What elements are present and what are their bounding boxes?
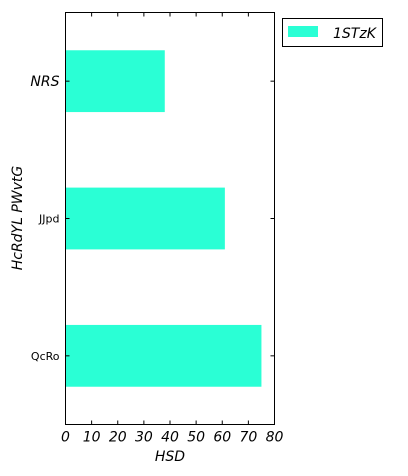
x-tick-label: 60	[213, 430, 231, 446]
x-tick-label: 0	[61, 430, 70, 446]
y-tick-label: NRS	[30, 74, 59, 90]
x-axis-ticks: 0 10 20 30 40 50 60 70 80	[61, 12, 284, 446]
x-axis-title: HSD	[155, 449, 185, 465]
bar-nrs	[65, 50, 165, 113]
x-tick-label: 80	[266, 430, 284, 446]
x-tick-label: 20	[109, 430, 127, 446]
bar-jjpd	[65, 187, 225, 250]
y-tick-label: QcRo	[31, 350, 60, 363]
y-axis-ticks: NRS JJpd QcRo	[30, 74, 275, 363]
x-tick-label: 50	[187, 430, 205, 446]
bar-qcro	[65, 324, 262, 387]
legend: 1STzK	[282, 18, 383, 47]
y-tick-label: JJpd	[38, 213, 59, 226]
legend-swatch	[288, 26, 318, 37]
x-tick-label: 10	[83, 430, 101, 446]
x-tick-label: 70	[239, 430, 257, 446]
x-tick-label: 30	[135, 430, 153, 446]
bars	[65, 50, 262, 387]
y-axis-title: HcRdYL PWvtG	[10, 166, 26, 271]
x-tick-label: 40	[161, 430, 179, 446]
legend-label: 1STzK	[333, 26, 378, 42]
